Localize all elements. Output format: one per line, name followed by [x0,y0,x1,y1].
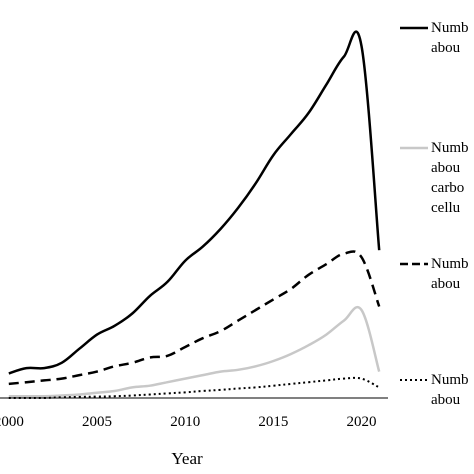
legend-label: abou [431,392,461,408]
x-tick-label: 2005 [82,414,112,430]
legend-entry-3: Numb abou [400,256,469,292]
x-tick-label: 2010 [170,414,200,430]
series-layer [8,30,381,400]
legend-label: Numb [431,256,469,272]
x-tick-label: 2000 [0,414,24,430]
legend-entry-4: Numb abou [400,372,469,408]
legend-label: Numb [431,372,469,388]
legend-label: carbo [431,180,464,196]
legend: Numb abou Numb abou carbo cellu Numb abou Numb ab… [400,20,469,408]
legend-label: cellu [431,200,461,216]
series-line-3 [8,250,381,386]
legend-entry-1: Numb abou [400,20,469,56]
series-line-4 [8,376,380,400]
legend-label: abou [431,40,461,56]
legend-label: abou [431,276,461,292]
series-line-1 [8,30,381,375]
legend-label: Numb [431,20,469,36]
x-axis-title: Year [171,449,203,468]
series-line-2 [8,305,381,398]
legend-entry-2: Numb abou carbo cellu [400,140,469,216]
x-tick-labels: 2000 2005 2010 2015 2020 [0,414,377,430]
legend-label: abou [431,160,461,176]
legend-label: Numb [431,140,469,156]
x-tick-label: 2020 [347,414,377,430]
x-tick-label: 2015 [258,414,288,430]
